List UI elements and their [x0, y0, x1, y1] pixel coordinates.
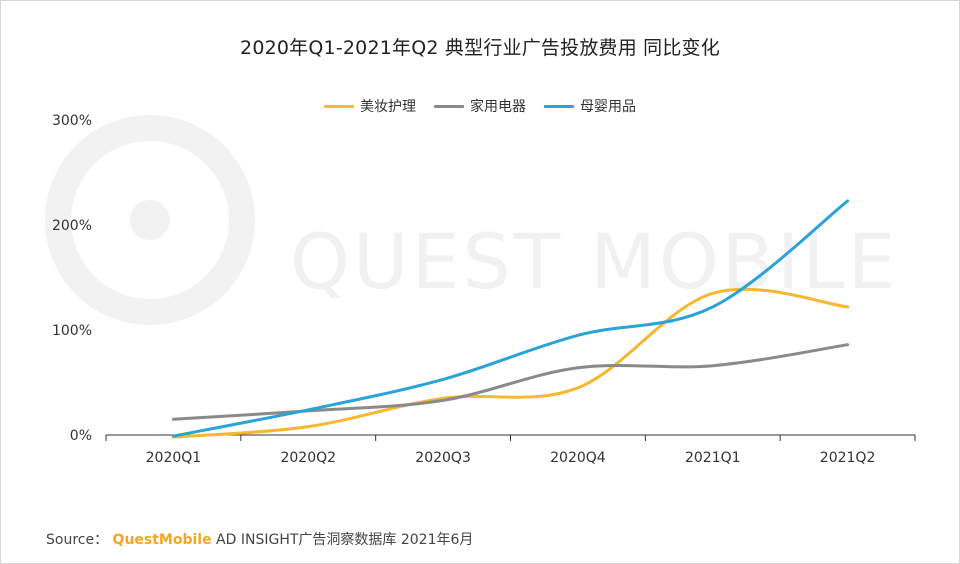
watermark: QUEST MOBILE: [45, 115, 899, 325]
chart-legend: 美妆护理 家用电器 母婴用品: [0, 96, 960, 116]
watermark-logo-ring: [45, 115, 255, 325]
x-tick-label: 2021Q2: [820, 450, 876, 466]
source-suffix: AD INSIGHT广告洞察数据库 2021年6月: [211, 532, 474, 548]
watermark-text: QUEST MOBILE: [290, 217, 899, 306]
legend-item-beauty: 美妆护理: [324, 96, 416, 116]
x-tick-label: 2020Q2: [280, 450, 336, 466]
source-brand: QuestMobile: [112, 532, 212, 548]
y-tick-label: 0%: [70, 428, 92, 444]
y-tick-label: 100%: [52, 323, 92, 339]
series-lines: [171, 199, 850, 439]
source-prefix: Source：: [46, 532, 109, 548]
y-tick-label: 200%: [52, 218, 92, 234]
legend-swatch-beauty: [324, 104, 354, 108]
x-tick-label: 2020Q3: [415, 450, 471, 466]
series-line-beauty: [171, 287, 850, 439]
legend-item-baby: 母婴用品: [544, 96, 636, 116]
y-tick-label: 300%: [52, 113, 92, 129]
y-axis-ticks: 0% 100% 200% 300%: [52, 113, 92, 444]
chart-title: 2020年Q1-2021年Q2 典型行业广告投放费用 同比变化: [240, 37, 720, 59]
legend-swatch-baby: [544, 104, 574, 108]
legend-swatch-appliance: [434, 104, 464, 108]
legend-label-baby: 母婴用品: [580, 99, 636, 115]
legend-item-appliance: 家用电器: [434, 96, 526, 116]
x-tick-label: 2020Q1: [146, 450, 202, 466]
x-tick-label: 2021Q1: [685, 450, 741, 466]
watermark-logo-dot: [130, 200, 170, 240]
x-axis-ticks: 2020Q1 2020Q2 2020Q3 2020Q4 2021Q1 2021Q2: [105, 435, 916, 466]
source-note: Source： QuestMobile AD INSIGHT广告洞察数据库 20…: [46, 529, 473, 549]
legend-label-appliance: 家用电器: [470, 99, 526, 115]
legend-label-beauty: 美妆护理: [360, 99, 416, 115]
x-tick-label: 2020Q4: [550, 450, 606, 466]
series-line-baby: [171, 199, 850, 438]
